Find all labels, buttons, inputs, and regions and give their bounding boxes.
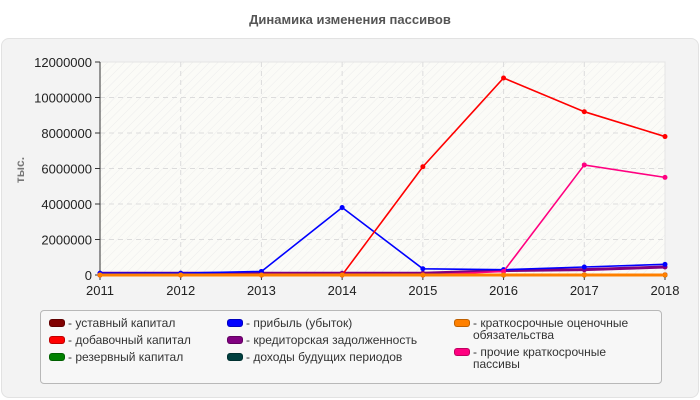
data-point[interactable] — [97, 272, 103, 278]
data-point[interactable] — [581, 162, 587, 168]
y-axis-label: тыс. — [13, 157, 27, 183]
x-tick-label: 2013 — [247, 283, 276, 298]
legend-column: - краткосрочные оценочные обязательства -… — [454, 317, 628, 375]
y-tick-label: 12000000 — [34, 55, 92, 70]
data-point[interactable] — [581, 264, 587, 270]
legend-swatch-icon — [49, 336, 65, 344]
chart-legend: - уставный капитал - добавочный капитал - … — [40, 310, 662, 384]
data-point[interactable] — [662, 261, 668, 267]
legend-column: - прибыль (убыток) - кредиторская задолже… — [227, 317, 417, 368]
legend-swatch-icon — [49, 319, 65, 327]
data-point[interactable] — [662, 174, 668, 180]
line-chart: 0 2000000 4000000 6000000 8000000 10000000 120… — [13, 55, 680, 298]
legend-label: - уставный капитал — [68, 316, 176, 330]
legend-label: - кредиторская задолженность — [246, 333, 418, 347]
y-tick-label: 8000000 — [41, 126, 92, 141]
legend-item[interactable]: - прибыль (убыток) — [227, 317, 417, 329]
y-tick-label: 0 — [85, 268, 92, 283]
legend-item[interactable]: - резервный капитал — [49, 351, 191, 363]
data-point[interactable] — [420, 266, 426, 272]
data-point[interactable] — [662, 134, 668, 140]
x-tick-label: 2015 — [408, 283, 437, 298]
legend-label: - доходы будущих периодов — [246, 350, 403, 364]
legend-label: - резервный капитал — [68, 350, 184, 364]
x-tick-label: 2017 — [570, 283, 599, 298]
legend-swatch-icon — [227, 353, 243, 361]
data-point[interactable] — [581, 109, 587, 115]
chart-title: Динамика изменения пассивов — [249, 12, 451, 27]
series-6 — [97, 272, 668, 278]
data-point[interactable] — [420, 272, 426, 278]
data-point[interactable] — [178, 272, 184, 278]
data-point[interactable] — [258, 272, 264, 278]
x-tick-label: 2018 — [651, 283, 680, 298]
y-tick-label: 10000000 — [34, 91, 92, 106]
x-tick-label: 2012 — [166, 283, 195, 298]
legend-item[interactable]: - кредиторская задолженность — [227, 334, 417, 346]
series-3 — [97, 205, 668, 276]
data-point[interactable] — [501, 268, 507, 274]
legend-item[interactable]: - уставный капитал — [49, 317, 191, 329]
legend-label: - прочие краткосрочные пассивы — [473, 345, 607, 371]
legend-item[interactable]: - добавочный капитал — [49, 334, 191, 346]
data-point[interactable] — [258, 268, 264, 274]
legend-label: - добавочный капитал — [68, 333, 191, 347]
legend-swatch-icon — [227, 336, 243, 344]
data-point[interactable] — [339, 272, 345, 278]
legend-swatch-icon — [454, 348, 470, 356]
x-tick-label: 2011 — [86, 283, 114, 298]
legend-swatch-icon — [227, 319, 243, 327]
y-tick-label: 6000000 — [41, 162, 92, 177]
x-tick-label: 2016 — [489, 283, 518, 298]
legend-swatch-icon — [49, 353, 65, 361]
legend-label: - прибыль (убыток) — [246, 316, 353, 330]
y-tick-label: 4000000 — [41, 197, 92, 212]
legend-item[interactable]: - доходы будущих периодов — [227, 351, 417, 363]
data-point[interactable] — [581, 272, 587, 278]
x-tick-label: 2014 — [328, 283, 357, 298]
legend-swatch-icon — [454, 319, 470, 327]
data-point[interactable] — [420, 164, 426, 170]
data-point[interactable] — [501, 75, 507, 81]
series-line — [100, 206, 666, 275]
series-lines — [97, 75, 668, 278]
legend-item[interactable]: - краткосрочные оценочные обязательства — [454, 317, 628, 341]
data-point[interactable] — [501, 272, 507, 278]
legend-item[interactable]: - прочие краткосрочные пассивы — [454, 346, 628, 370]
data-point[interactable] — [662, 272, 668, 278]
legend-label: - краткосрочные оценочные обязательства — [473, 316, 629, 342]
legend-column: - уставный капитал - добавочный капитал - … — [49, 317, 191, 368]
gridlines — [100, 62, 665, 275]
data-point[interactable] — [339, 205, 345, 211]
y-tick-label: 2000000 — [41, 233, 92, 248]
